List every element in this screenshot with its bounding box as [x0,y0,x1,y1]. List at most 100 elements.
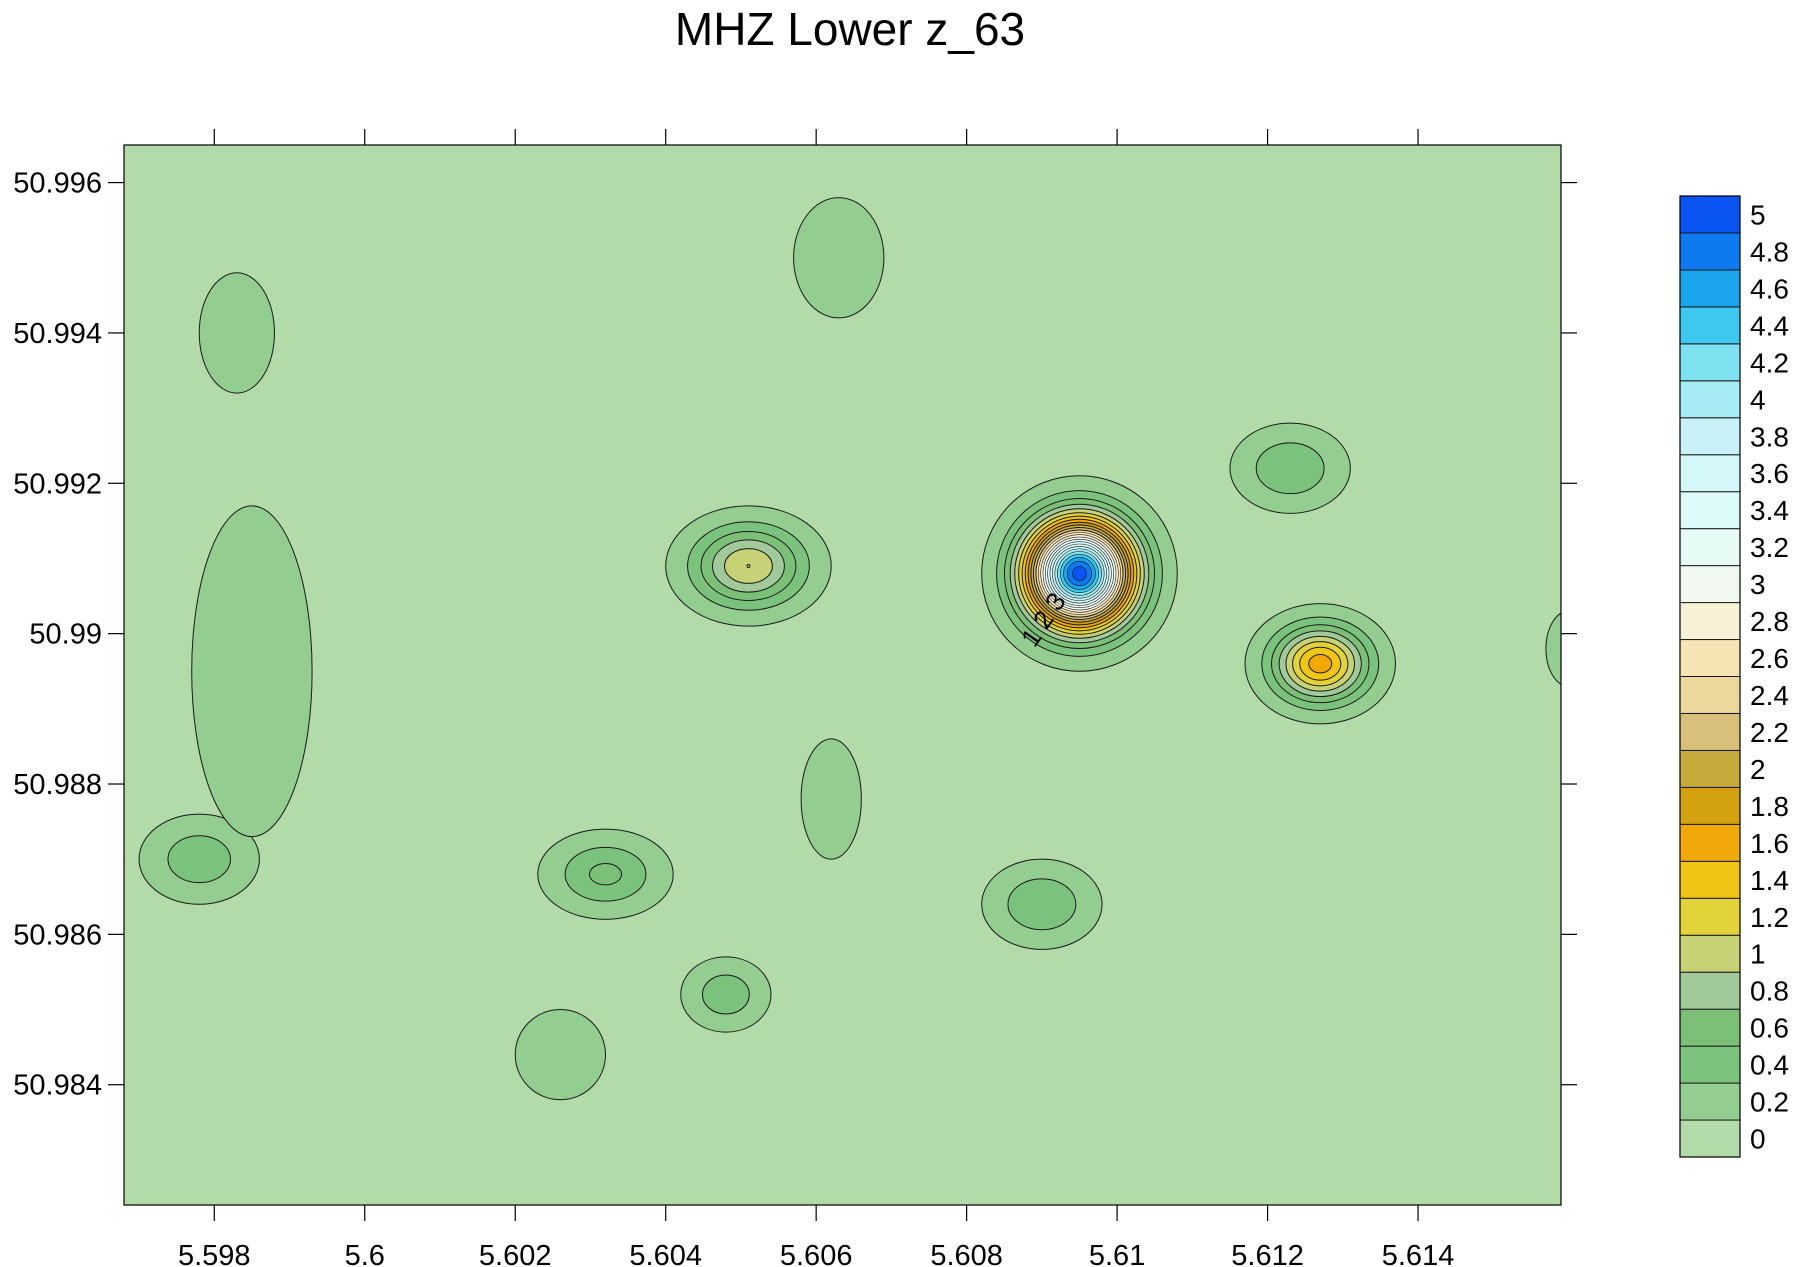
contour-band [701,974,750,1015]
colorbar-swatch [1679,971,1741,1010]
x-tick-label: 5.614 [1382,1240,1455,1267]
colorbar-swatch [1679,934,1741,973]
colorbar-swatch [1679,786,1741,825]
colorbar-label: 3.6 [1750,458,1789,489]
x-tick-label: 5.604 [629,1240,702,1267]
colorbar-label: 0.6 [1750,1013,1789,1044]
colorbar-swatch [1679,491,1741,530]
contour-band [1007,878,1077,931]
colorbar-swatch [1679,897,1741,936]
contour-band [191,505,313,838]
contour-band [1072,566,1087,581]
anomaly-12 [514,1009,607,1101]
colorbar-label: 3.2 [1750,532,1789,563]
colorbar-swatch [1679,565,1741,604]
colorbar-swatch [1679,1045,1741,1084]
x-tick-label: 5.61 [1089,1240,1145,1267]
colorbar-swatch [1679,1008,1741,1047]
y-tick-label: 50.986 [13,919,102,951]
axes: 5.598 5.6 5.602 5.604 5.606 5.608 5.61 5.612 5.6… [13,129,1577,1267]
colorbar-swatch [1679,380,1741,419]
colorbar-swatch [1679,417,1741,456]
contour-band [514,1009,607,1101]
colorbar-label: 4.8 [1750,236,1789,267]
colorbar-legend: 0 0.2 0.4 0.6 0.8 1 1.2 1.4 1.6 1.8 2 2.2 2.4 2.6 2.8 3… [1679,195,1789,1158]
colorbar-label: 1.2 [1750,902,1789,933]
chart-title: MHZ Lower z_63 [674,3,1026,55]
contour-band [198,272,275,394]
colorbar-label: 3 [1750,569,1766,600]
anomaly-11 [800,738,862,860]
colorbar-swatch [1679,269,1741,308]
colorbar-swatch [1679,1082,1741,1121]
anomaly-5 [537,828,674,920]
colorbar-swatch [1679,343,1741,382]
contour-band [1308,654,1333,674]
x-tick-label: 5.606 [780,1240,853,1267]
colorbar-swatch [1679,639,1741,677]
colorbar-label: 4.2 [1750,347,1789,378]
colorbar-label: 3.4 [1750,495,1789,526]
contour-band [1545,612,1561,685]
contour-band [588,863,623,886]
colorbar-label: 1.6 [1750,828,1789,859]
anomaly-3 [1244,603,1396,725]
contour-band [1255,442,1325,495]
contour-band [746,563,751,568]
colorbar-swatch [1679,712,1741,751]
colorbar-label: 2 [1750,754,1766,785]
anomaly-2 [981,475,1178,672]
colorbar-label: 0.8 [1750,976,1789,1007]
x-tick-label: 5.608 [930,1240,1003,1267]
colorbar-label: 2.8 [1750,606,1789,637]
anomaly-6 [680,956,772,1033]
colorbar-swatch [1679,528,1741,567]
colorbar-swatch [1679,676,1741,714]
colorbar-label: 4.4 [1750,310,1789,341]
anomaly-9 [793,197,885,319]
anomaly-8 [138,813,260,905]
y-tick-label: 50.984 [13,1070,102,1102]
colorbar-label: 2.6 [1750,643,1789,674]
anomaly-4 [1229,422,1351,514]
plot-frame [123,144,1562,1206]
colorbar-swatch [1679,195,1741,234]
anomaly-10 [198,272,275,394]
colorbar-swatch [1679,602,1741,641]
x-tick-label: 5.602 [479,1240,552,1267]
anomaly-7 [981,858,1103,950]
colorbar-swatch [1679,1119,1741,1158]
colorbar-label: 1.8 [1750,791,1789,822]
colorbar-label: 4.6 [1750,273,1789,304]
colorbar-frame [1679,195,1741,1158]
colorbar-label: 0.2 [1750,1087,1789,1118]
colorbar-label: 1 [1750,939,1766,970]
y-tick-label: 50.994 [13,318,102,350]
colorbar-swatch [1679,823,1741,862]
y-tick-label: 50.99 [29,619,102,651]
colorbar-swatch [1679,306,1741,345]
colorbar-swatch [1679,860,1741,899]
colorbar-label: 5 [1750,199,1766,230]
plot-area: 123 [124,145,1561,1205]
colorbar-label: 4 [1750,384,1766,415]
y-tick-label: 50.996 [13,168,102,200]
colorbar-label: 0 [1750,1124,1766,1155]
x-tick-label: 5.6 [345,1240,385,1267]
y-tick-label: 50.992 [13,468,102,500]
contour-band [793,197,885,319]
colorbar-label: 2.4 [1750,680,1789,711]
colorbar-label: 2.2 [1750,717,1789,748]
contour-band [800,738,862,860]
anomaly-13 [1545,612,1561,685]
colorbar-swatch [1679,749,1741,788]
anomaly-14 [191,505,313,838]
x-tick-label: 5.598 [178,1240,251,1267]
colorbar-swatch [1679,232,1741,271]
colorbar-label: 0.4 [1750,1050,1789,1081]
colorbar-label: 1.4 [1750,865,1789,896]
contour-band [167,835,231,884]
anomaly-1 [665,505,832,627]
y-tick-label: 50.988 [13,769,102,801]
